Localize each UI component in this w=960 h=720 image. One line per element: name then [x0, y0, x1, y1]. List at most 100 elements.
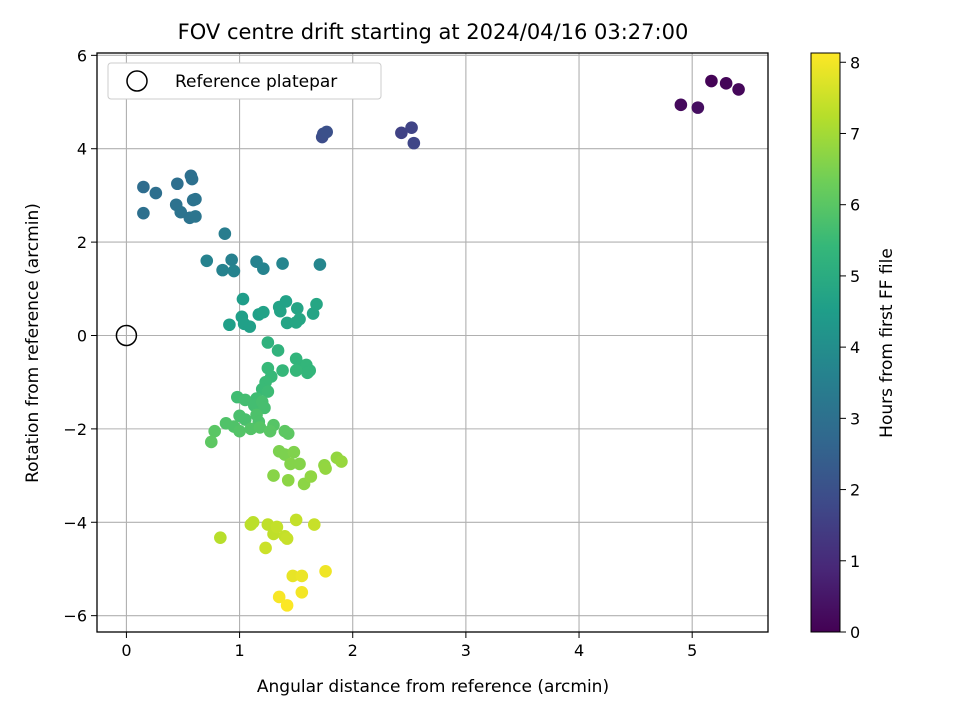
scatter-point — [691, 101, 705, 114]
scatter-point — [281, 473, 295, 487]
scatter-point — [267, 469, 280, 482]
scatter-point — [253, 421, 267, 434]
scatter-point — [271, 344, 285, 357]
scatter-point — [289, 364, 303, 377]
scatter-point — [289, 513, 303, 527]
scatter-point — [216, 263, 229, 277]
colorbar — [810, 52, 841, 633]
plot-area — [97, 53, 768, 632]
scatter-point — [276, 257, 289, 270]
scatter-point — [263, 424, 277, 438]
x-tick-label: 5 — [687, 641, 697, 660]
scatter-point — [407, 136, 421, 150]
scatter-point — [259, 541, 272, 555]
scatter-point — [335, 455, 348, 468]
x-tick-label: 3 — [461, 641, 471, 660]
colorbar-tick-label: 6 — [850, 196, 860, 215]
colorbar-tick-label: 0 — [850, 623, 860, 642]
scatter-point — [218, 227, 232, 241]
reference-platepar-marker — [115, 324, 138, 347]
scatter-point — [405, 121, 418, 135]
scatter-point — [301, 366, 314, 380]
scatter-point — [200, 254, 214, 268]
scatter-point — [208, 424, 221, 438]
scatter-point — [295, 569, 309, 583]
scatter-point — [171, 177, 184, 191]
y-axis-ticks: −6 −4 −2 0 2 4 6 — [63, 46, 97, 626]
y-tick-label: 2 — [77, 233, 87, 252]
y-axis-label: Rotation from reference (arcmin) — [23, 203, 43, 483]
legend-box — [107, 62, 382, 100]
scatter-point — [705, 74, 718, 88]
scatter-point — [293, 457, 306, 471]
legend-label: Reference platepar — [175, 72, 337, 92]
legend: Reference platepar — [107, 62, 382, 100]
scatter-point — [313, 258, 327, 271]
x-axis-label: Angular distance from reference (arcmin) — [257, 677, 609, 697]
scatter-point — [149, 186, 163, 200]
scatter-point — [320, 125, 334, 139]
scatter-point — [223, 318, 236, 332]
colorbar-tick-label: 2 — [850, 481, 860, 500]
colorbar-ticks: 0 1 2 3 4 5 6 7 8 — [840, 53, 860, 642]
scatter-point — [290, 302, 304, 315]
x-tick-label: 1 — [234, 641, 244, 660]
y-tick-label: 6 — [77, 46, 87, 65]
scatter-point — [310, 297, 323, 311]
scatter-point — [295, 586, 309, 599]
scatter-point — [280, 532, 294, 545]
scatter-point — [189, 210, 202, 223]
x-tick-label: 0 — [121, 641, 131, 660]
scatter-point — [319, 564, 332, 578]
colorbar-tick-label: 1 — [850, 552, 860, 571]
plot-frame — [96, 52, 769, 633]
scatter-point — [284, 457, 297, 471]
scatter-point — [274, 304, 287, 318]
scatter-point — [304, 470, 318, 483]
x-axis-ticks: 0 1 2 3 4 5 — [121, 632, 697, 660]
scatter-point — [137, 180, 150, 194]
scatter-point — [204, 435, 218, 449]
scatter-point — [236, 292, 250, 306]
scatter-point — [287, 445, 301, 459]
scatter-point — [257, 262, 270, 276]
scatter-point — [238, 393, 252, 407]
chart-title: FOV centre drift starting at 2024/04/16 … — [178, 20, 689, 44]
scatter-point — [674, 98, 688, 112]
x-tick-label: 2 — [348, 641, 358, 660]
colorbar-tick-label: 3 — [850, 409, 860, 428]
scatter-point — [319, 462, 332, 475]
colorbar-tick-label: 8 — [850, 53, 860, 72]
scatter-point — [246, 515, 260, 529]
scatter-point — [281, 427, 295, 440]
y-tick-label: −2 — [63, 420, 87, 439]
scatter-point — [227, 264, 241, 278]
scatter-point — [276, 364, 289, 377]
scatter-point — [395, 126, 408, 140]
scatter-point — [286, 569, 300, 583]
colorbar-tick-label: 5 — [850, 267, 860, 286]
scatter-point — [719, 77, 733, 90]
y-tick-label: −6 — [63, 607, 87, 626]
scatter-point — [280, 316, 294, 330]
scatter-point — [225, 253, 238, 267]
legend-marker — [126, 70, 148, 92]
scatter-point — [174, 205, 188, 219]
scatter-point — [238, 413, 252, 426]
scatter-point — [732, 83, 745, 96]
y-tick-label: −4 — [63, 513, 87, 532]
scatter-point — [137, 206, 150, 220]
scatter-point — [257, 305, 270, 319]
colorbar-tick-label: 4 — [850, 338, 860, 357]
x-tick-label: 4 — [574, 641, 584, 660]
scatter-point — [293, 312, 306, 326]
scatter-point — [272, 590, 286, 604]
scatter-point — [307, 518, 321, 531]
scatter-point — [280, 599, 294, 612]
scatter-point — [189, 192, 202, 206]
scatter-point — [233, 424, 246, 438]
scatter-point — [270, 520, 284, 534]
scatter-point — [261, 336, 275, 349]
scatter-point — [214, 531, 227, 544]
